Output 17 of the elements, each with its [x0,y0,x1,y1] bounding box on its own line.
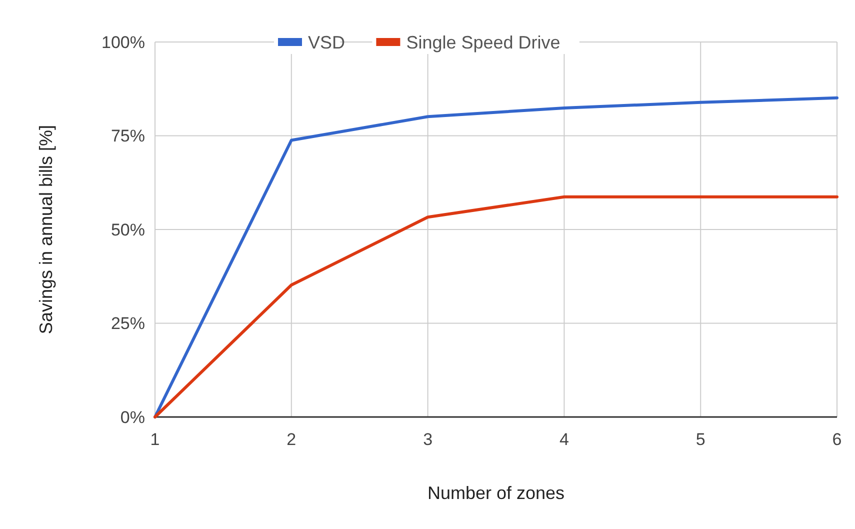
x-tick-label: 5 [696,430,706,449]
y-tick-label: 25% [110,314,145,334]
x-tick-label: 4 [559,430,569,449]
x-tick-label: 2 [286,430,296,449]
x-tick-label: 6 [832,430,842,449]
y-tick-label: 75% [110,126,145,146]
legend-label: Single Speed Drive [406,32,560,52]
y-axis-title: Savings in annual bills [%] [36,124,56,334]
x-tick-label: 3 [423,430,433,449]
line-series [154,96,838,418]
y-tick-label: 0% [120,408,145,427]
y-tick-label: 100% [102,32,145,52]
y-tick-label: 50% [110,220,145,240]
x-axis-title: Number of zones [427,483,565,503]
x-tick-label: 1 [150,430,160,449]
line-series [154,195,838,418]
legend-label: VSD [308,32,346,52]
